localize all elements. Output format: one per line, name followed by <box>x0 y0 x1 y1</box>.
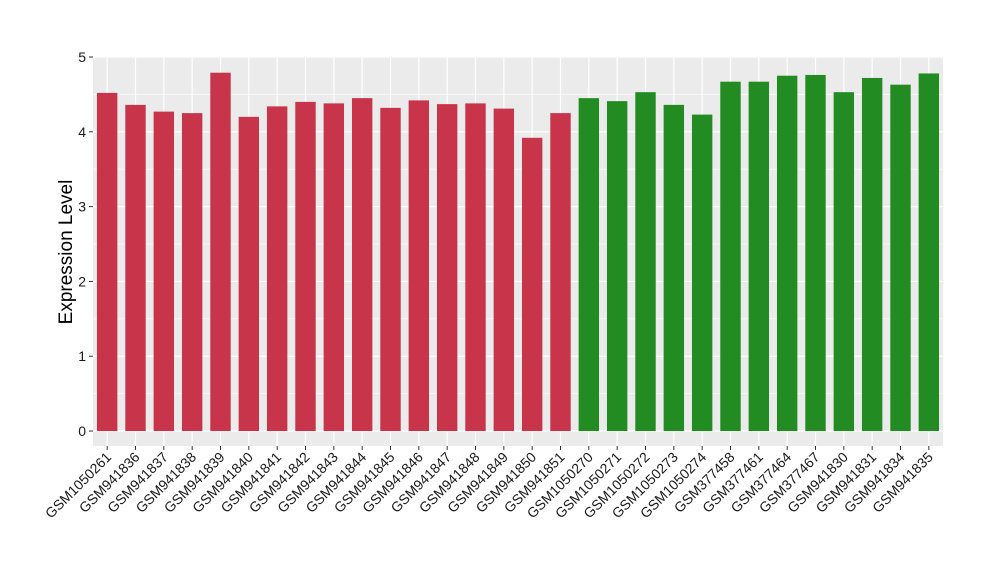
y-tick-label: 2 <box>78 273 86 289</box>
y-tick-label: 4 <box>78 124 86 140</box>
bar-GSM941835 <box>918 73 940 432</box>
bar-GSM941844 <box>351 98 373 432</box>
bar-GSM941849 <box>493 108 515 432</box>
y-tick-label: 3 <box>78 199 86 215</box>
bars <box>96 72 940 432</box>
bar-GSM941843 <box>323 103 345 432</box>
bar-GSM377464 <box>776 75 798 432</box>
bar-GSM1050273 <box>663 104 685 432</box>
bar-GSM941839 <box>210 72 231 432</box>
bar-GSM1050271 <box>606 101 628 432</box>
bar-GSM941851 <box>550 113 571 432</box>
bar-GSM941840 <box>238 116 260 432</box>
bar-GSM941846 <box>408 100 430 432</box>
y-tick-label: 0 <box>78 423 86 439</box>
bar-GSM377461 <box>748 81 770 432</box>
bar-GSM941836 <box>125 104 146 432</box>
x-axis: GSM1050261GSM941836GSM941837GSM941838GSM… <box>42 446 936 521</box>
bar-GSM941848 <box>465 103 486 432</box>
bar-GSM941831 <box>861 77 883 432</box>
y-tick-label: 5 <box>78 49 86 65</box>
y-axis-title: Expression Level <box>56 180 77 325</box>
bar-GSM1050270 <box>578 98 600 432</box>
bar-GSM941834 <box>890 84 911 432</box>
bar-GSM941850 <box>521 137 543 432</box>
bar-GSM941845 <box>380 107 401 432</box>
bar-GSM941837 <box>153 111 175 432</box>
bar-GSM941842 <box>295 101 316 432</box>
y-axis: 0 1 2 3 4 5 <box>78 49 93 439</box>
bar-GSM941838 <box>181 113 203 432</box>
plot-panel <box>93 57 943 446</box>
bar-GSM1050272 <box>635 92 656 432</box>
y-tick-label: 1 <box>78 348 86 364</box>
bar-GSM377467 <box>805 74 826 432</box>
bar-GSM941830 <box>833 92 855 432</box>
bar-GSM941847 <box>436 104 458 432</box>
bar-GSM1050274 <box>691 114 713 432</box>
bar-GSM941841 <box>266 106 288 432</box>
bar-GSM377458 <box>720 81 741 432</box>
bar-GSM1050261 <box>96 92 118 432</box>
